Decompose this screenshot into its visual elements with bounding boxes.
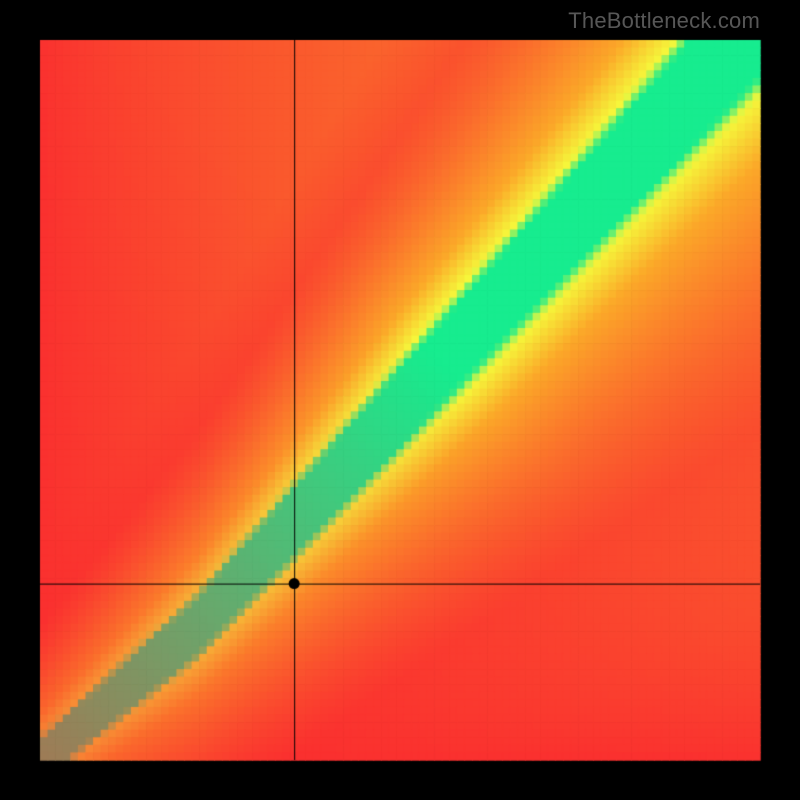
bottleneck-heatmap [0, 0, 800, 800]
chart-container: { "watermark": "TheBottleneck.com", "can… [0, 0, 800, 800]
watermark-text: TheBottleneck.com [568, 8, 760, 34]
